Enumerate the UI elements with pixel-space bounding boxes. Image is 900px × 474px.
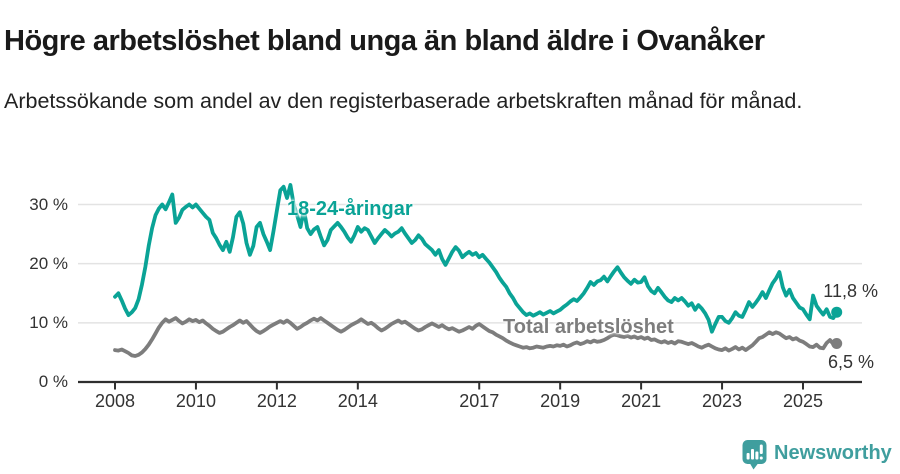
x-axis-label: 2010 [175, 391, 216, 411]
value-label-total: 6,5 % [827, 352, 874, 372]
y-axis-label: 10 % [29, 312, 68, 332]
page-subtitle: Arbetssökande som andel av den registerb… [4, 88, 803, 113]
y-axis-label: 0 % [38, 372, 68, 391]
total-series-line [113, 316, 839, 358]
x-axis-label: 2012 [256, 391, 297, 411]
newsworthy-logo[interactable]: Newsworthy [742, 439, 892, 471]
x-axis-label: 2021 [621, 391, 662, 411]
total-series-endpoint-dot [831, 338, 843, 349]
youth-series-line [113, 183, 839, 334]
x-axis-label: 2014 [337, 391, 378, 411]
y-axis-label: 20 % [29, 253, 68, 273]
x-axis-label: 2023 [702, 391, 743, 411]
x-axis-label: 2017 [459, 391, 500, 411]
y-axis-label: 30 % [29, 194, 68, 214]
x-axis-label: 2019 [540, 391, 581, 411]
bar-chart-speech-bubble-icon [742, 440, 767, 470]
page-title: Högre arbetslöshet bland unga än bland ä… [4, 25, 765, 58]
series-label-total: Total arbetslöshet [503, 316, 674, 338]
series-label-youth: 18-24-åringar [287, 198, 413, 220]
x-axis-label: 2008 [94, 391, 136, 411]
x-axis-label: 2025 [782, 391, 823, 411]
youth-series-endpoint-dot [831, 306, 843, 318]
newsworthy-brand-text: Newsworthy [774, 442, 892, 464]
value-label-youth: 11,8 % [823, 281, 878, 301]
